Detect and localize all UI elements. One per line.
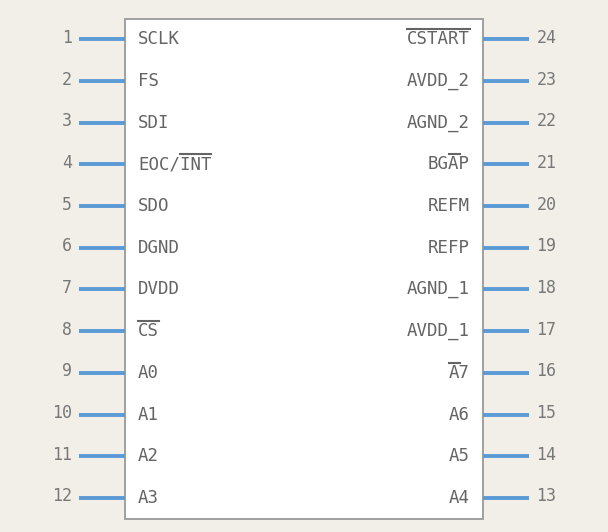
Text: 19: 19 <box>536 237 556 255</box>
Text: 4: 4 <box>62 154 72 172</box>
Text: CS: CS <box>138 322 159 340</box>
Text: FS: FS <box>138 72 159 90</box>
Text: 20: 20 <box>536 196 556 213</box>
Text: AVDD_1: AVDD_1 <box>407 322 470 340</box>
Text: 13: 13 <box>536 487 556 505</box>
Text: A6: A6 <box>449 405 470 423</box>
Text: 2: 2 <box>62 71 72 88</box>
Text: 22: 22 <box>536 112 556 130</box>
Text: A5: A5 <box>449 447 470 465</box>
Text: SCLK: SCLK <box>138 30 180 48</box>
Text: SDI: SDI <box>138 114 170 132</box>
Text: 10: 10 <box>52 404 72 422</box>
Text: 15: 15 <box>536 404 556 422</box>
Text: AVDD_2: AVDD_2 <box>407 72 470 90</box>
Text: CSTART: CSTART <box>407 30 470 48</box>
Text: 3: 3 <box>62 112 72 130</box>
Text: 9: 9 <box>62 362 72 380</box>
Text: DVDD: DVDD <box>138 280 180 298</box>
Bar <box>125 19 483 519</box>
Text: A3: A3 <box>138 489 159 507</box>
Text: 18: 18 <box>536 279 556 297</box>
Text: AGND_2: AGND_2 <box>407 114 470 132</box>
Text: BGAP: BGAP <box>428 155 470 173</box>
Text: 17: 17 <box>536 321 556 338</box>
Text: DGND: DGND <box>138 239 180 257</box>
Text: 1: 1 <box>62 29 72 47</box>
Text: 14: 14 <box>536 446 556 463</box>
Text: SDO: SDO <box>138 197 170 215</box>
Text: 21: 21 <box>536 154 556 172</box>
Text: EOC/INT: EOC/INT <box>138 155 212 173</box>
Text: A0: A0 <box>138 364 159 382</box>
Text: REFP: REFP <box>428 239 470 257</box>
Text: 8: 8 <box>62 321 72 338</box>
Text: 6: 6 <box>62 237 72 255</box>
Text: A2: A2 <box>138 447 159 465</box>
Text: A4: A4 <box>449 489 470 507</box>
Text: AGND_1: AGND_1 <box>407 280 470 298</box>
Text: 11: 11 <box>52 446 72 463</box>
Text: 23: 23 <box>536 71 556 88</box>
Text: A7: A7 <box>449 364 470 382</box>
Text: REFM: REFM <box>428 197 470 215</box>
Text: A1: A1 <box>138 405 159 423</box>
Text: 16: 16 <box>536 362 556 380</box>
Text: 5: 5 <box>62 196 72 213</box>
Text: 7: 7 <box>62 279 72 297</box>
Text: 24: 24 <box>536 29 556 47</box>
Text: 12: 12 <box>52 487 72 505</box>
